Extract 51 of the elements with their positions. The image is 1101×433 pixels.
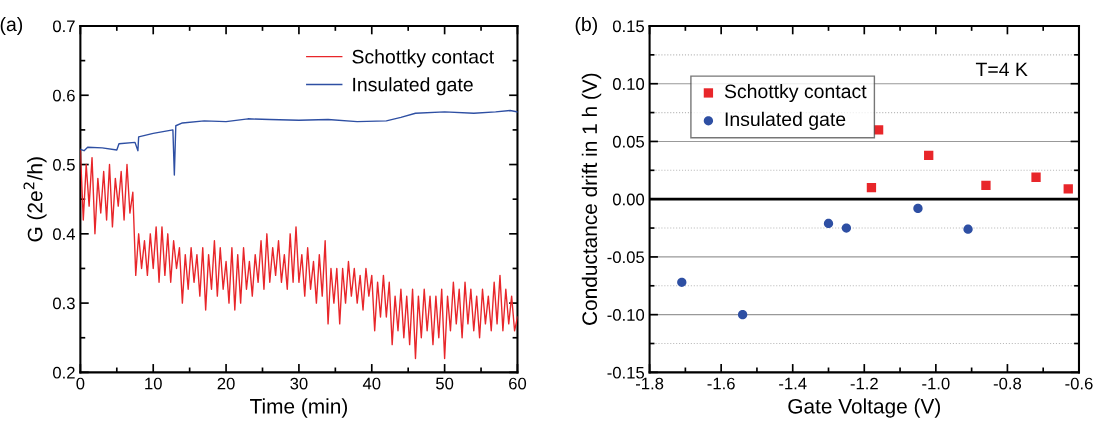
point <box>823 218 834 229</box>
y-tick-label: 0.15 <box>612 20 645 33</box>
y-tick-label: 0.4 <box>53 228 76 241</box>
x-tick-label: 50 <box>436 377 454 390</box>
text: (b) <box>575 16 597 36</box>
x-tick-label: 10 <box>145 377 162 390</box>
x-tick-label: -1.2 <box>850 377 878 390</box>
point <box>873 125 884 135</box>
point <box>1031 172 1041 182</box>
y-tick-label: 0.7 <box>53 20 75 33</box>
x-tick-label: -0.6 <box>1065 377 1093 390</box>
y-axis-title: Conductance drift in 1 h (V) <box>581 73 602 325</box>
y-tick-label: 0.2 <box>53 366 75 379</box>
y-tick-label: 0.10 <box>612 78 645 90</box>
legend-label: Schottky contact <box>352 49 494 68</box>
x-tick-label: -1.8 <box>635 377 664 390</box>
y-tick-label: -0.15 <box>607 366 645 379</box>
text: (a) <box>0 16 23 36</box>
point <box>841 223 852 233</box>
y-tick-label: -0.05 <box>607 251 645 264</box>
point <box>963 224 973 234</box>
y-tick-label: 0.6 <box>53 89 75 102</box>
y-tick-label: -0.10 <box>607 309 645 321</box>
x-axis-title: Gate Voltage (V) <box>788 398 941 418</box>
y-tick-label: 0.05 <box>612 135 645 148</box>
point <box>737 309 748 320</box>
x-tick-label: -1.6 <box>707 377 735 390</box>
x-axis-title: Time (min) <box>250 398 348 418</box>
y-tick-label: 0.3 <box>53 297 75 310</box>
line-series <box>80 109 518 176</box>
y-tick-label: 0.5 <box>53 158 75 171</box>
annotation: T=4 K <box>975 62 1028 77</box>
x-tick-label: 30 <box>290 377 308 390</box>
x-tick-label: 0 <box>76 377 85 390</box>
x-tick-label: 40 <box>362 377 381 390</box>
point <box>913 203 923 214</box>
x-tick-label: -1.0 <box>922 377 950 390</box>
point <box>866 182 877 193</box>
y-axis-title: G (2e$^{2}$/h) <box>23 157 47 242</box>
legend-label: Insulated gate <box>353 77 473 96</box>
legend-label: Schottky contact <box>724 83 867 103</box>
x-tick-label: 60 <box>509 377 527 390</box>
point <box>924 150 934 160</box>
point <box>1063 184 1073 194</box>
legend-label: Insulated gate <box>725 111 846 130</box>
x-tick-label: 20 <box>217 377 235 390</box>
point <box>981 180 991 190</box>
x-tick-label: -1.4 <box>779 377 807 390</box>
x-tick-label: -0.8 <box>993 377 1022 390</box>
y-tick-label: 0.00 <box>612 193 645 206</box>
point <box>677 277 687 287</box>
